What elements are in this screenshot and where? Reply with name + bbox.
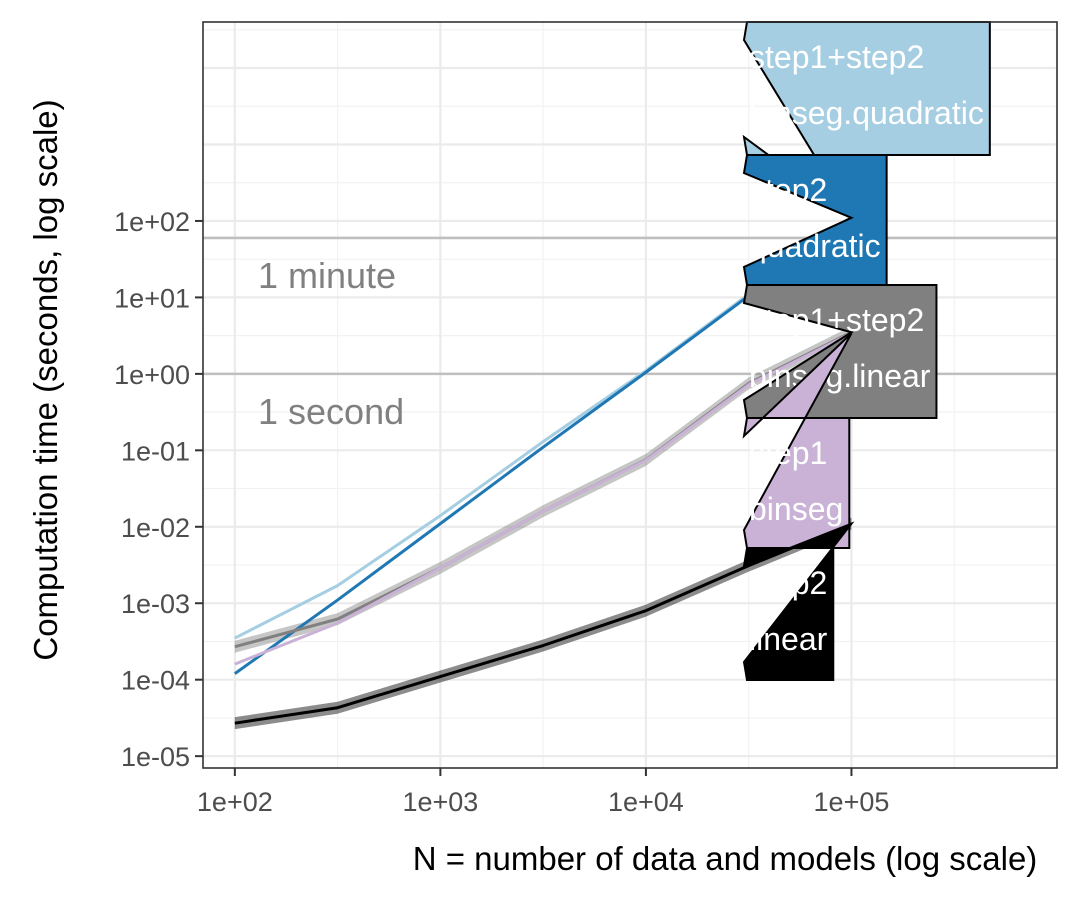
series-band	[234, 517, 852, 730]
series-label-text: step1+step2	[749, 39, 924, 75]
y-axis-ticks: 1e-05 1e-04 1e-03 1e-02 1e-01 1e+00 1e+01 1e+02	[114, 207, 203, 772]
y-tick-label: 1e+02	[114, 207, 190, 237]
series-label-text: linear	[749, 621, 828, 657]
series-label-text: step1	[749, 435, 827, 471]
x-axis-ticks: 1e+02 1e+03 1e+04 1e+05	[197, 768, 889, 817]
series-label-text: binseg	[749, 491, 843, 527]
series-label-boxes: step1+step2 binseg.quadratic step2 quadrati…	[742, 21, 991, 681]
y-tick-label: 1e+01	[114, 283, 190, 313]
plot-panel-border	[202, 21, 1058, 769]
x-tick-label: 1e+05	[814, 787, 890, 817]
x-tick-label: 1e+04	[608, 787, 684, 817]
series-label-text: binseg.quadratic	[749, 95, 984, 131]
series-label-text: quadratic	[749, 228, 881, 264]
y-tick-label: 1e+00	[114, 360, 190, 390]
x-tick-label: 1e+02	[197, 787, 273, 817]
series-label-box-shape	[742, 332, 853, 549]
series-bands	[234, 326, 852, 730]
series-line	[234, 522, 853, 725]
series-label-box: step2 linear	[742, 521, 855, 681]
x-axis-title: N = number of data and models (log scale…	[413, 840, 1038, 877]
y-tick-label: 1e-04	[121, 666, 190, 696]
series-line	[234, 331, 853, 666]
series-label-box: step2 quadratic	[742, 154, 888, 286]
series-label-box-shape	[742, 521, 855, 681]
y-axis-title: Computation time (seconds, log scale)	[27, 99, 64, 660]
series-label-text: step1+step2	[749, 302, 924, 338]
y-tick-label: 1e-02	[121, 513, 190, 543]
y-tick-label: 1e-01	[121, 436, 190, 466]
y-tick-label: 1e-03	[121, 589, 190, 619]
series-label-box: step1 binseg	[742, 332, 853, 549]
reference-line-label: 1 minute	[258, 255, 396, 296]
series-label-text: step2	[749, 172, 827, 208]
reference-line-label: 1 second	[258, 391, 404, 432]
series-label-text: binseg.linear	[749, 358, 931, 394]
reference-lines: 1 minute 1 second	[203, 236, 1057, 432]
series-label-text: step2	[749, 565, 827, 601]
series-label-box-shape	[742, 154, 888, 286]
x-tick-label: 1e+03	[402, 787, 478, 817]
series-band	[234, 326, 852, 653]
y-tick-label: 1e-05	[121, 742, 190, 772]
